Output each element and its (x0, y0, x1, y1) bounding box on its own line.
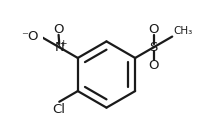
Text: O: O (53, 23, 64, 36)
Text: ⁻O: ⁻O (21, 30, 39, 43)
Text: O: O (149, 59, 159, 72)
Text: CH₃: CH₃ (173, 26, 192, 36)
Text: Cl: Cl (52, 104, 65, 116)
Text: S: S (149, 41, 158, 54)
Text: O: O (149, 23, 159, 36)
Text: N: N (54, 41, 64, 54)
Text: +: + (59, 39, 67, 48)
